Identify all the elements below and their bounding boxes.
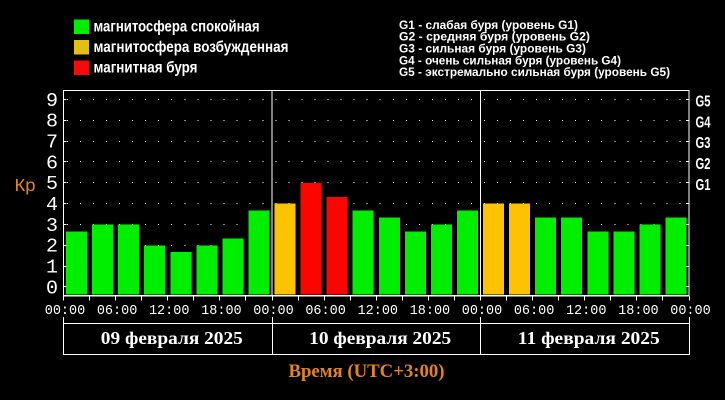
svg-text:Кр: Кр: [15, 175, 36, 195]
svg-text:G5: G5: [696, 94, 711, 111]
svg-text:00:00: 00:00: [45, 304, 86, 319]
svg-text:G1: G1: [696, 177, 711, 194]
svg-text:2: 2: [46, 236, 58, 258]
svg-text:G5 - экстремально сильная буря: G5 - экстремально сильная буря (уровень …: [399, 67, 670, 79]
svg-text:G3: G3: [696, 135, 711, 152]
svg-text:G1 - слабая буря (уровень G1): G1 - слабая буря (уровень G1): [399, 20, 578, 32]
svg-text:магнитная буря: магнитная буря: [94, 59, 198, 76]
svg-text:18:00: 18:00: [201, 304, 242, 319]
svg-text:Время (UTC+3:00): Время (UTC+3:00): [289, 362, 445, 382]
svg-text:7: 7: [46, 132, 58, 154]
svg-text:18:00: 18:00: [410, 304, 451, 319]
svg-text:магнитосфера спокойная: магнитосфера спокойная: [94, 18, 260, 35]
svg-text:G3 - сильная буря (уровень G3): G3 - сильная буря (уровень G3): [399, 44, 586, 56]
svg-text:06:00: 06:00: [97, 304, 138, 319]
svg-text:00:00: 00:00: [462, 304, 503, 319]
svg-text:00:00: 00:00: [670, 304, 711, 319]
svg-text:4: 4: [46, 194, 58, 216]
svg-text:12:00: 12:00: [358, 304, 399, 319]
svg-text:магнитосфера возбужденная: магнитосфера возбужденная: [94, 39, 289, 56]
svg-text:G2 - средняя буря (уровень G2): G2 - средняя буря (уровень G2): [399, 32, 590, 44]
svg-text:5: 5: [46, 173, 58, 195]
svg-text:0: 0: [46, 277, 58, 299]
svg-text:09 февраля 2025: 09 февраля 2025: [101, 328, 243, 348]
svg-text:06:00: 06:00: [305, 304, 346, 319]
svg-text:06:00: 06:00: [514, 304, 555, 319]
svg-text:G4: G4: [696, 114, 711, 131]
svg-text:00:00: 00:00: [253, 304, 294, 319]
svg-text:3: 3: [46, 215, 58, 237]
svg-text:10 февраля 2025: 10 февраля 2025: [309, 328, 451, 348]
svg-text:6: 6: [46, 152, 58, 174]
svg-text:1: 1: [46, 257, 58, 279]
svg-text:8: 8: [46, 111, 58, 133]
svg-text:12:00: 12:00: [149, 304, 190, 319]
svg-text:G4 - очень сильная буря (урове: G4 - очень сильная буря (уровень G4): [399, 55, 621, 67]
svg-text:12:00: 12:00: [566, 304, 607, 319]
svg-text:9: 9: [46, 90, 58, 112]
svg-text:11 февраля 2025: 11 февраля 2025: [518, 328, 660, 348]
svg-text:18:00: 18:00: [618, 304, 659, 319]
svg-text:G2: G2: [696, 156, 711, 173]
